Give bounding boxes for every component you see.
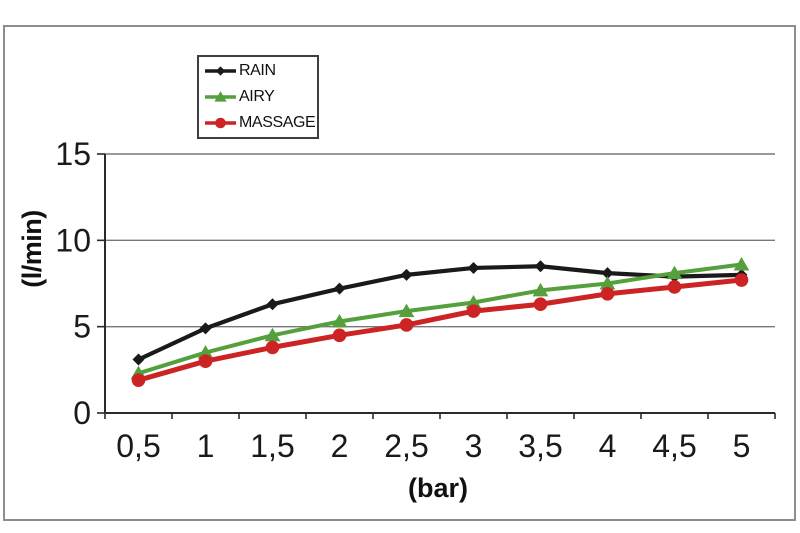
svg-text:3: 3 [465, 428, 483, 464]
svg-text:2,5: 2,5 [384, 428, 428, 464]
svg-text:0: 0 [73, 395, 91, 431]
legend-label-massage: MASSAGE [239, 114, 316, 131]
legend-item-airy: AIRY [205, 85, 317, 109]
legend-label-rain: RAIN [239, 62, 276, 79]
massage-series-line-circle-icon [205, 117, 236, 129]
svg-text:0,5: 0,5 [116, 428, 160, 464]
svg-text:10: 10 [55, 222, 91, 258]
legend-item-massage: MASSAGE [205, 111, 317, 135]
y-axis-title: (l/min) [17, 210, 47, 288]
svg-text:4: 4 [599, 428, 617, 464]
chart-legend: RAIN AIRY MASSAGE [197, 55, 319, 139]
legend-label-airy: AIRY [239, 88, 275, 105]
legend-item-rain: RAIN [205, 59, 317, 83]
svg-text:1,5: 1,5 [250, 428, 294, 464]
airy-series-line-triangle-icon [205, 91, 236, 102]
x-axis-title: (bar) [408, 473, 468, 503]
svg-text:1: 1 [197, 428, 215, 464]
svg-text:4,5: 4,5 [652, 428, 696, 464]
svg-text:2: 2 [331, 428, 349, 464]
svg-text:5: 5 [733, 428, 751, 464]
svg-text:3,5: 3,5 [518, 428, 562, 464]
rain-series-line-diamond-icon [205, 66, 236, 76]
svg-text:5: 5 [73, 309, 91, 345]
svg-text:15: 15 [55, 136, 91, 172]
